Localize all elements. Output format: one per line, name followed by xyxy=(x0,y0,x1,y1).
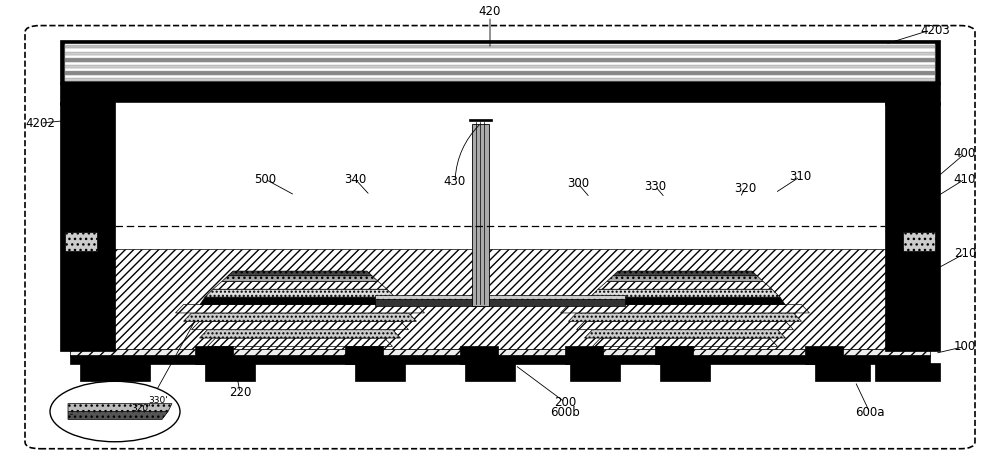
Bar xyxy=(875,363,940,381)
Polygon shape xyxy=(585,297,785,305)
Polygon shape xyxy=(590,289,780,297)
Polygon shape xyxy=(68,412,168,419)
Bar xyxy=(65,52,935,55)
Text: 200: 200 xyxy=(554,396,576,409)
Bar xyxy=(460,346,498,364)
Polygon shape xyxy=(228,271,372,276)
Bar xyxy=(65,55,935,58)
Text: 320: 320 xyxy=(734,182,756,195)
Bar xyxy=(70,349,930,356)
Polygon shape xyxy=(213,281,387,289)
Polygon shape xyxy=(192,321,409,330)
Bar xyxy=(65,65,935,68)
FancyBboxPatch shape xyxy=(25,26,975,449)
Bar xyxy=(65,232,97,251)
Polygon shape xyxy=(184,313,416,321)
Bar xyxy=(472,124,489,306)
Bar xyxy=(65,48,935,52)
Bar xyxy=(60,102,115,351)
Text: 210: 210 xyxy=(954,247,976,260)
Text: 410: 410 xyxy=(954,173,976,186)
Text: 600a: 600a xyxy=(855,406,885,419)
Bar xyxy=(60,82,940,105)
Text: 420: 420 xyxy=(479,5,501,18)
Text: 400: 400 xyxy=(954,147,976,160)
Text: 100: 100 xyxy=(954,340,976,353)
Text: 4203: 4203 xyxy=(920,24,950,37)
Polygon shape xyxy=(598,281,772,289)
Text: 340: 340 xyxy=(344,173,366,186)
Text: 330: 330 xyxy=(644,179,666,193)
Bar xyxy=(469,119,492,121)
Bar xyxy=(355,363,405,381)
Polygon shape xyxy=(607,276,763,281)
Bar xyxy=(65,45,935,48)
Bar xyxy=(903,232,935,251)
Polygon shape xyxy=(176,305,424,313)
Text: 500: 500 xyxy=(254,173,276,186)
Polygon shape xyxy=(568,313,802,321)
Bar xyxy=(565,346,603,364)
Polygon shape xyxy=(613,271,757,276)
Polygon shape xyxy=(200,297,400,305)
Bar xyxy=(660,363,710,381)
Bar xyxy=(655,346,693,364)
Bar xyxy=(80,363,150,381)
Bar xyxy=(65,75,935,78)
Bar xyxy=(885,102,940,351)
Text: 430: 430 xyxy=(444,175,466,188)
Bar xyxy=(65,78,935,81)
Polygon shape xyxy=(208,338,392,346)
Polygon shape xyxy=(68,404,172,412)
Bar xyxy=(375,295,625,299)
Polygon shape xyxy=(576,321,794,330)
Bar xyxy=(815,363,870,381)
Bar xyxy=(65,72,935,75)
Bar xyxy=(70,355,930,364)
Bar xyxy=(65,68,935,72)
Polygon shape xyxy=(584,330,786,338)
Bar xyxy=(65,44,935,81)
Circle shape xyxy=(50,381,180,442)
Bar xyxy=(70,249,930,349)
Text: 4202: 4202 xyxy=(25,117,55,130)
Bar xyxy=(570,363,620,381)
Polygon shape xyxy=(592,338,778,346)
Bar xyxy=(375,299,625,306)
Text: 300: 300 xyxy=(567,177,589,190)
Bar xyxy=(60,40,940,84)
Bar xyxy=(65,61,935,65)
Polygon shape xyxy=(205,289,395,297)
Polygon shape xyxy=(222,276,378,281)
Text: 220: 220 xyxy=(229,386,251,399)
Text: 330': 330' xyxy=(148,396,168,405)
Bar xyxy=(115,103,885,126)
Polygon shape xyxy=(199,330,400,338)
Bar xyxy=(205,363,255,381)
Bar xyxy=(345,346,383,364)
Bar xyxy=(805,346,843,364)
Text: 600b: 600b xyxy=(550,406,580,419)
Polygon shape xyxy=(560,305,810,313)
Text: 320': 320' xyxy=(131,404,151,413)
Bar xyxy=(465,363,515,381)
Text: 310: 310 xyxy=(789,170,811,183)
Bar xyxy=(195,346,233,364)
Bar xyxy=(65,58,935,61)
